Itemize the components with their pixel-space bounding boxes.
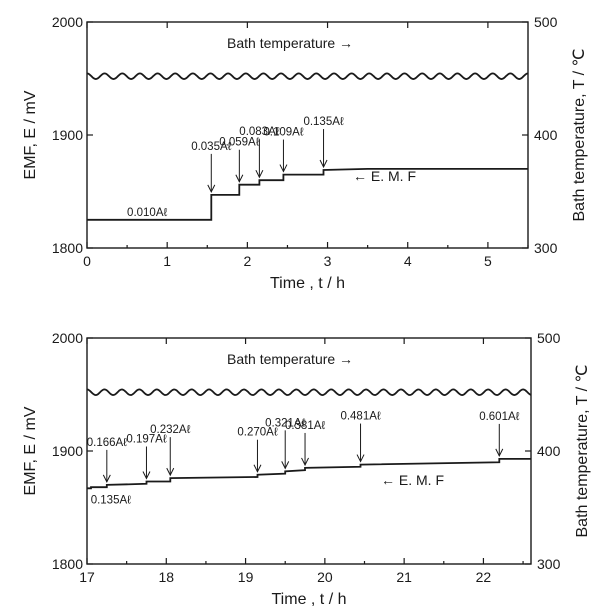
annotation-label: 0.481Aℓ <box>340 411 380 423</box>
x-tick-label: 3 <box>324 253 332 269</box>
y-right-tick-label: 400 <box>534 127 558 143</box>
annotation-arrow-head <box>279 164 288 173</box>
annotation-label: 0.270Aℓ <box>237 427 277 439</box>
y-right-tick-label: 300 <box>534 240 558 256</box>
y-right-tick-label: 400 <box>537 443 561 459</box>
plot-frame <box>86 337 532 565</box>
y-right-axis-label: Bath temperature, T / ℃ <box>571 48 588 221</box>
y-right-tick-label: 500 <box>537 330 561 346</box>
bath-temperature-series-line <box>86 388 532 397</box>
annotation-label: 0.135Aℓ <box>303 116 343 128</box>
x-tick-label: 21 <box>396 569 412 585</box>
y-left-tick-label: 1800 <box>52 240 83 256</box>
chart-panel-bottom: 17 18 19 20 21 22 1800 1900 2000 300 400 500 Time , … <box>22 330 591 608</box>
x-tick-label: 4 <box>404 253 412 269</box>
annotation-label: 0.321Aℓ <box>265 417 305 429</box>
annotation-arrow-head <box>253 464 262 473</box>
y-right-axis-label: Bath temperature, T / ℃ <box>574 364 591 537</box>
x-tick-label: 2 <box>243 253 251 269</box>
x-axis-label: Time , t / h <box>272 591 347 608</box>
emf-series-line <box>87 168 528 221</box>
annotation-label: 0.135Aℓ <box>91 495 131 507</box>
emf-label: ← E. M. F <box>381 472 444 488</box>
annotation-arrow-head <box>356 454 365 463</box>
y-left-tick-label: 2000 <box>52 14 83 30</box>
chart-panel-top: 0 1 2 3 4 5 1800 1900 2000 300 400 500 Time , t / h E… <box>22 14 588 292</box>
y-left-tick-label: 1900 <box>52 127 83 143</box>
annotation-arrow-head <box>255 169 264 179</box>
x-tick-label: 1 <box>163 253 171 269</box>
annotation-arrow-head <box>102 474 111 484</box>
y-right-tick-label: 300 <box>537 556 561 572</box>
annotation-label: 0.166Aℓ <box>87 437 127 449</box>
x-tick-label: 20 <box>317 569 333 585</box>
bath-temperature-label: Bath temperature → <box>227 351 353 367</box>
x-tick-label: 19 <box>238 569 254 585</box>
annotation-label: 0.035Aℓ <box>191 141 231 153</box>
x-tick-label: 22 <box>476 569 492 585</box>
annotation-label: 0.197Aℓ <box>126 434 166 446</box>
y-left-tick-label: 1800 <box>52 556 83 572</box>
annotation-label: 0.109Aℓ <box>263 127 303 139</box>
annotation-arrow-head <box>207 184 216 194</box>
y-left-tick-label: 2000 <box>52 330 83 346</box>
y-left-axis-label: EMF, E / mV <box>22 406 39 495</box>
x-tick-label: 18 <box>158 569 174 585</box>
y-left-tick-label: 1900 <box>52 443 83 459</box>
y-left-axis-label: EMF, E / mV <box>22 90 39 179</box>
bath-temperature-label: Bath temperature → <box>227 35 353 51</box>
x-tick-label: 5 <box>484 253 492 269</box>
annotation-arrow-head <box>301 457 309 467</box>
annotation-arrow-head <box>281 461 290 470</box>
annotation-arrow-head <box>235 174 244 183</box>
emf-label: ← E. M. F <box>353 168 416 184</box>
annotation-label: 0.059Aℓ <box>219 137 259 149</box>
x-axis-label: Time , t / h <box>270 275 345 292</box>
emf-series-line <box>87 458 531 490</box>
annotation-arrow-head <box>142 471 151 480</box>
annotation-label: 0.010Aℓ <box>127 207 167 219</box>
x-tick-label: 17 <box>79 569 95 585</box>
bath-temperature-series-line <box>86 72 529 81</box>
annotation-label: 0.232Aℓ <box>150 424 190 436</box>
annotation-arrow-head <box>495 448 504 458</box>
annotation-label: 0.381Aℓ <box>285 420 325 432</box>
y-right-tick-label: 500 <box>534 14 558 30</box>
annotation-arrow-head <box>319 159 328 169</box>
annotation-arrow-head <box>166 467 175 477</box>
annotation-label: 0.601Aℓ <box>479 411 519 423</box>
annotation-label: 0.083Aℓ <box>239 126 279 138</box>
x-tick-label: 0 <box>83 253 91 269</box>
